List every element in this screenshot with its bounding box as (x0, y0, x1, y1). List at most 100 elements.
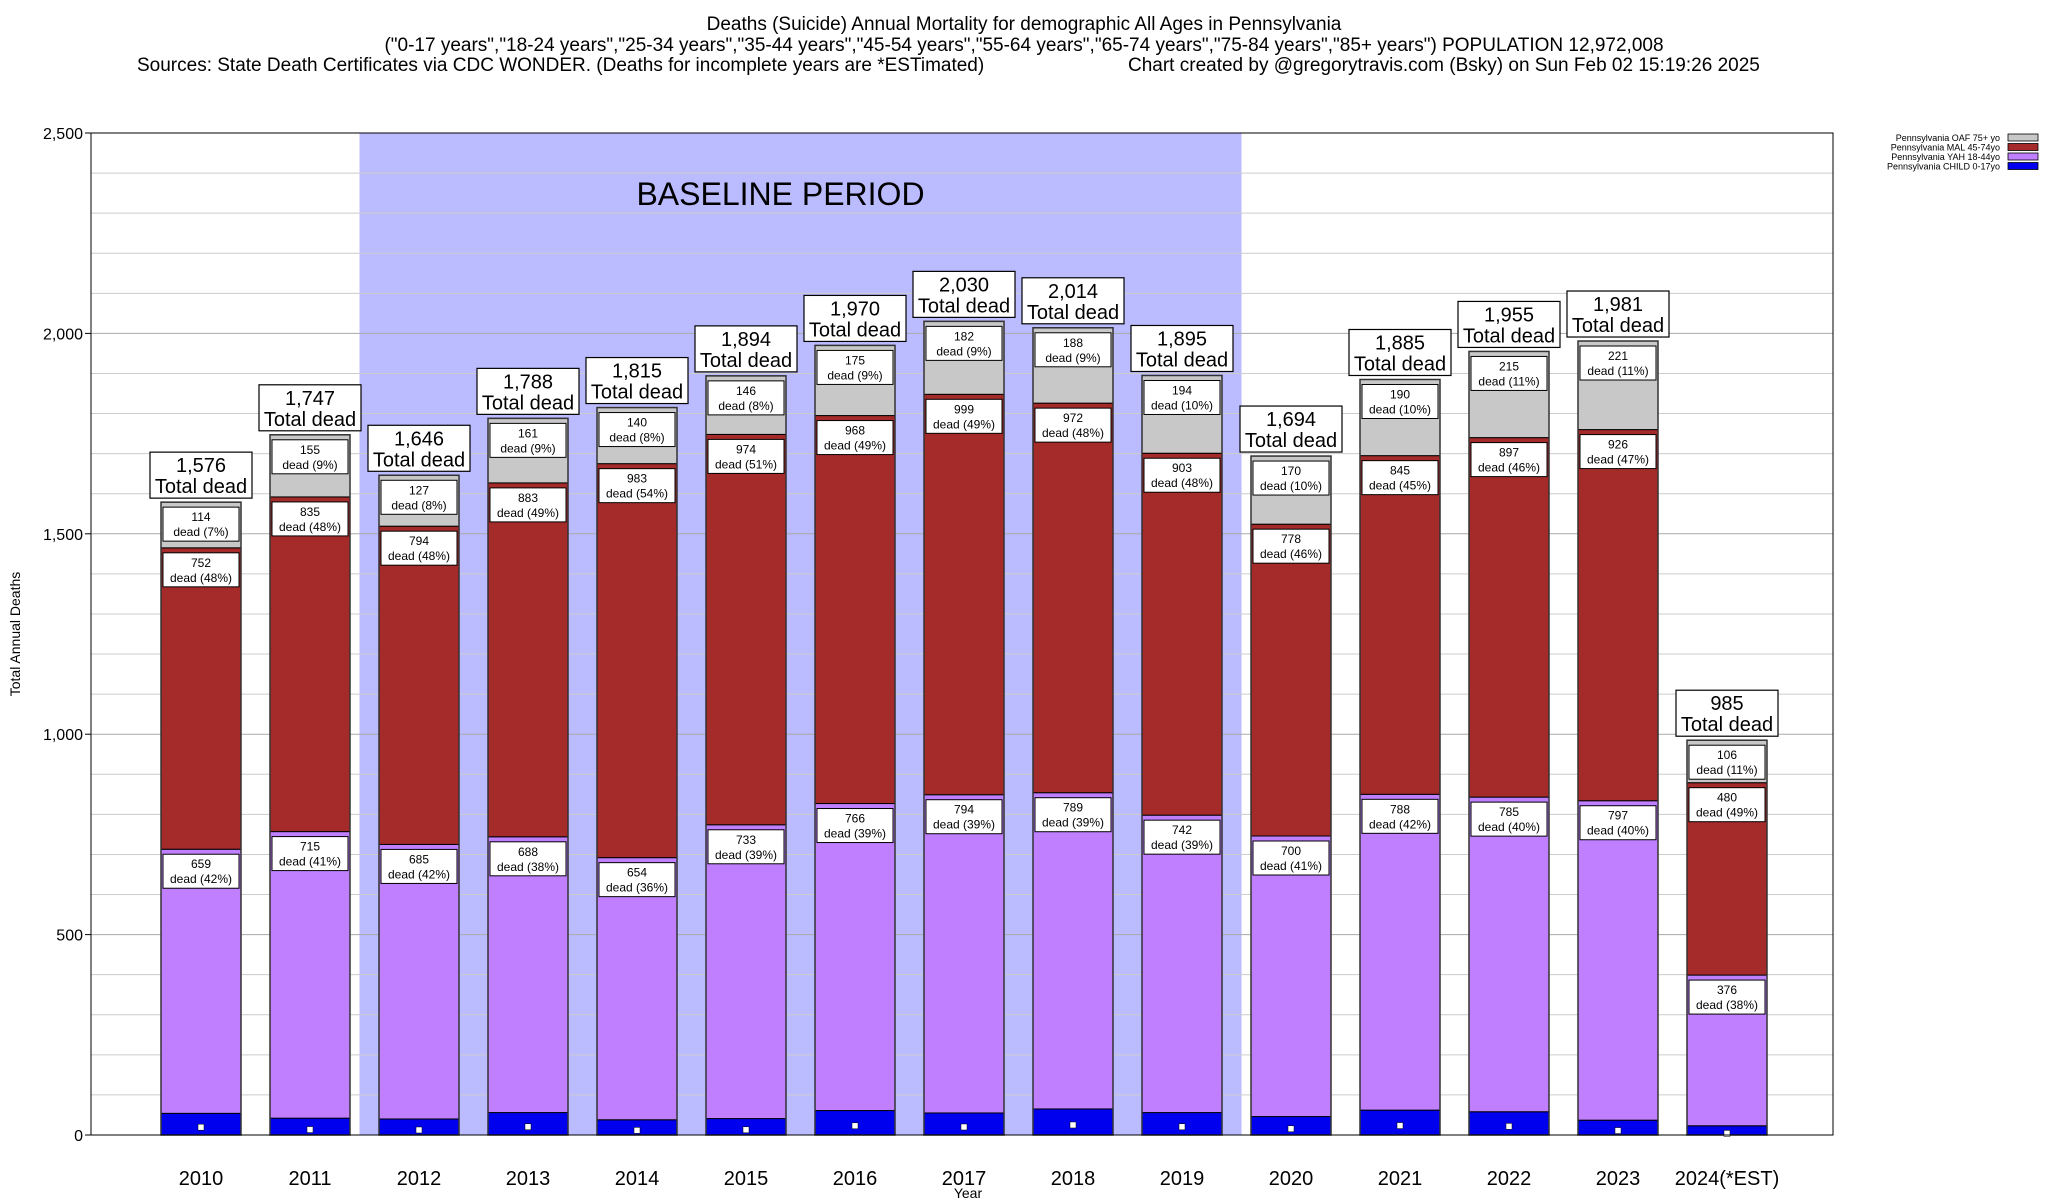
segment-value-label: 794 (409, 534, 429, 548)
bar-segment (378, 843, 460, 1120)
segment-label-box (271, 501, 349, 537)
bar-segment (1141, 814, 1223, 1114)
segment-value-label: 194 (1172, 383, 1192, 397)
segment-percent-label: dead (39%) (1042, 816, 1104, 830)
segment-value-label: 114 (191, 510, 210, 524)
segment-label-box (598, 862, 676, 898)
bar-segment (814, 415, 896, 805)
child-marker (742, 1126, 750, 1134)
segment-value-label: 480 (1717, 791, 1737, 805)
segment-percent-label: dead (45%) (1369, 479, 1431, 493)
total-value-label: 1,895 (1157, 328, 1207, 350)
segment-label-box (1252, 840, 1330, 876)
segment-label-box (1688, 787, 1766, 823)
segment-label-box (1143, 457, 1221, 493)
x-tick-label: 2010 (179, 1168, 224, 1190)
x-tick-label: 2016 (833, 1168, 878, 1190)
bar-segment (378, 525, 460, 845)
bar-segment (1577, 429, 1659, 802)
segment-label-box (925, 398, 1003, 434)
chart-title: Deaths (Suicide) Annual Mortality for de… (706, 14, 1342, 35)
segment-value-label: 140 (627, 416, 647, 430)
total-value-label: 1,646 (394, 428, 444, 450)
total-label-box (1130, 324, 1234, 373)
segment-percent-label: dead (49%) (497, 506, 559, 520)
segment-value-label: 376 (1717, 983, 1737, 997)
segment-percent-label: dead (9%) (500, 441, 555, 455)
total-value-label: 1,970 (830, 298, 880, 320)
x-tick-label: 2013 (506, 1168, 551, 1190)
segment-label-box (707, 380, 785, 416)
segment-label-box (1143, 819, 1221, 855)
child-marker (524, 1123, 532, 1131)
segment-percent-label: dead (48%) (279, 520, 341, 534)
segment-label-box (380, 848, 458, 884)
segment-value-label: 785 (1499, 805, 1519, 819)
segment-value-label: 175 (845, 353, 865, 367)
bar-segment (596, 857, 678, 1121)
segment-label-box (1361, 383, 1439, 419)
total-label-box (1457, 300, 1561, 349)
segment-percent-label: dead (10%) (1369, 402, 1431, 416)
total-label-box (367, 424, 471, 472)
segment-percent-label: dead (42%) (1369, 817, 1431, 831)
total-value-label: 1,694 (1266, 409, 1316, 431)
segment-percent-label: dead (47%) (1587, 453, 1649, 467)
segment-percent-label: dead (51%) (715, 457, 777, 471)
bar-segment (705, 824, 787, 1120)
total-caption-label: Total dead (1681, 714, 1773, 736)
segment-label-box (489, 487, 567, 523)
segment-percent-label: dead (46%) (1260, 547, 1322, 561)
segment-value-label: 903 (1172, 461, 1192, 475)
segment-percent-label: dead (36%) (606, 881, 668, 895)
total-label-box (1675, 689, 1779, 737)
segment-value-label: 999 (954, 402, 974, 416)
segment-value-label: 221 (1608, 349, 1628, 363)
segment-value-label: 835 (300, 505, 320, 519)
segment-label-box (925, 325, 1003, 361)
segment-label-box (1470, 355, 1548, 391)
total-value-label: 1,788 (503, 371, 553, 393)
total-label-box (1021, 277, 1125, 325)
child-marker (1287, 1125, 1295, 1133)
segment-label-box (816, 349, 894, 385)
bar-segment (1468, 437, 1550, 798)
total-label-box (1566, 290, 1670, 338)
segment-percent-label: dead (8%) (391, 498, 446, 512)
segment-label-box (925, 799, 1003, 835)
segment-value-label: 188 (1063, 336, 1083, 350)
segment-value-label: 146 (736, 384, 756, 398)
total-label-box (1348, 328, 1452, 377)
segment-label-box (489, 841, 567, 877)
legend-swatch (2007, 162, 2039, 170)
x-tick-label: 2015 (724, 1168, 769, 1190)
bar-segment (487, 482, 569, 838)
segment-percent-label: dead (48%) (170, 571, 232, 585)
total-caption-label: Total dead (1136, 349, 1228, 371)
segment-value-label: 155 (300, 443, 320, 457)
total-value-label: 2,030 (939, 274, 989, 296)
x-tick-label: 2020 (1269, 1168, 1314, 1190)
segment-percent-label: dead (48%) (1151, 476, 1213, 490)
segment-percent-label: dead (8%) (718, 399, 773, 413)
total-caption-label: Total dead (700, 350, 792, 372)
legend-label: Pennsylvania YAH 18-44yo (1891, 152, 2000, 162)
segment-value-label: 789 (1063, 801, 1083, 815)
segment-percent-label: dead (48%) (1042, 426, 1104, 440)
total-label-box (258, 384, 362, 432)
segment-label-box (1470, 442, 1548, 478)
legend-swatch (2007, 152, 2039, 161)
segment-value-label: 715 (300, 840, 320, 854)
segment-label-box (816, 420, 894, 456)
segment-label-box (707, 829, 785, 865)
segment-percent-label: dead (11%) (1696, 763, 1757, 777)
segment-label-box (1470, 801, 1548, 837)
x-tick-label: 2024(*EST) (1675, 1168, 1780, 1190)
total-caption-label: Total dead (918, 295, 1010, 317)
x-tick-label: 2017 (942, 1168, 987, 1190)
x-tick-label: 2014 (615, 1168, 660, 1190)
segment-value-label: 106 (1717, 748, 1737, 762)
total-label-box (803, 294, 907, 343)
total-value-label: 1,576 (176, 455, 226, 477)
